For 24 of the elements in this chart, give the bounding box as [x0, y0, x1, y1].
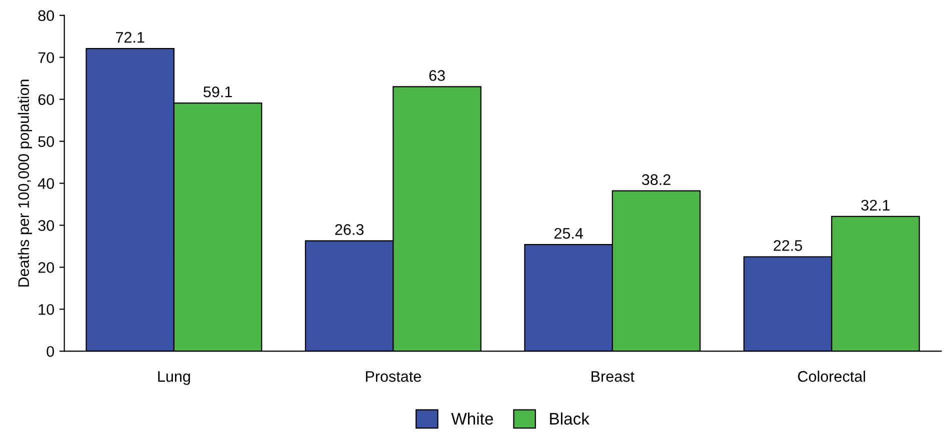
legend-label: Black	[550, 412, 590, 425]
y-tick-label: 60	[38, 94, 54, 106]
y-tick-label: 0	[46, 346, 54, 357]
data-label: 26.3	[335, 224, 364, 235]
data-label: 25.4	[554, 228, 583, 239]
data-label: 22.5	[774, 240, 802, 251]
data-label: 63	[429, 70, 445, 81]
data-label: 32.1	[861, 200, 890, 211]
x-tick-label: Colorectal	[798, 370, 866, 382]
data-label: 38.2	[642, 174, 670, 186]
y-tick-label: 50	[38, 136, 54, 147]
y-tick-label: 70	[38, 52, 54, 64]
data-label: 59.1	[204, 86, 232, 98]
legend-label: White	[451, 412, 493, 425]
y-tick-label: 10	[38, 304, 54, 315]
y-tick-label: 30	[38, 220, 54, 231]
y-axis-title: Deaths per 100,000 population	[18, 80, 32, 286]
y-tick-label: 80	[38, 10, 54, 22]
y-tick-label: 40	[38, 178, 54, 189]
x-tick-label: Lung	[158, 371, 190, 385]
x-tick-label: Prostate	[366, 371, 421, 382]
data-label: 72.1	[116, 32, 144, 43]
y-tick-label: 20	[38, 262, 54, 273]
x-tick-label: Breast	[592, 371, 634, 382]
